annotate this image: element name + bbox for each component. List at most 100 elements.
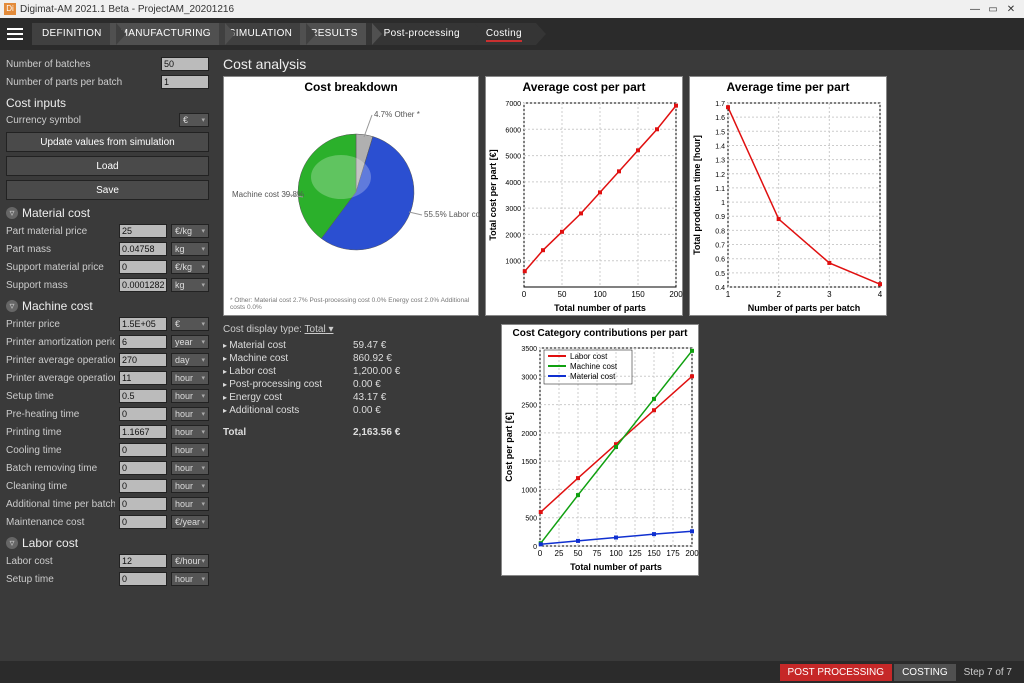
machine-unit-3[interactable]: hour [171,371,209,385]
sidebar: Number of batches Number of parts per ba… [0,50,215,661]
machine-input-2[interactable] [119,353,167,367]
material-input-2[interactable] [119,260,167,274]
machine-input-0[interactable] [119,317,167,331]
tab-manufacturing[interactable]: MANUFACTURING [110,23,225,45]
svg-text:3500: 3500 [521,346,537,353]
machine-input-10[interactable] [119,497,167,511]
status-bar: POST PROCESSING COSTING Step 7 of 7 [0,661,1024,683]
svg-text:200: 200 [685,549,699,558]
pie-title: Cost breakdown [224,77,478,97]
svg-text:Machine cost: Machine cost [570,362,618,371]
labor-input-1[interactable] [119,572,167,586]
svg-text:0: 0 [538,549,543,558]
menu-icon[interactable] [4,23,26,45]
load-button[interactable]: Load [6,156,209,176]
ppb-input[interactable] [161,75,209,89]
machine-input-3[interactable] [119,371,167,385]
pie-chart-panel: Cost breakdown 55.5% Labor costMachine c… [223,76,479,316]
machine-input-5[interactable] [119,407,167,421]
save-button[interactable]: Save [6,180,209,200]
svg-text:0: 0 [522,290,527,299]
svg-text:125: 125 [628,549,642,558]
machine-unit-2[interactable]: day [171,353,209,367]
close-button[interactable]: ✕ [1002,4,1020,15]
machine-unit-4[interactable]: hour [171,389,209,403]
machine-input-8[interactable] [119,461,167,475]
svg-text:2000: 2000 [521,431,537,438]
avg-cost-panel: Average cost per part 050100150200100020… [485,76,683,316]
material-label-1: Part mass [6,244,115,255]
machine-unit-11[interactable]: €/year [171,515,209,529]
machine-label-4: Setup time [6,391,115,402]
svg-text:0.6: 0.6 [715,257,725,264]
material-unit-1[interactable]: kg [171,242,209,256]
cost-display-select[interactable]: Total ▾ [305,324,334,335]
svg-text:4: 4 [878,290,883,299]
batches-input[interactable] [161,57,209,71]
svg-text:Number of parts per batch: Number of parts per batch [748,303,861,313]
svg-text:2: 2 [776,290,781,299]
update-values-button[interactable]: Update values from simulation [6,132,209,152]
machine-label-1: Printer amortization period [6,337,115,348]
cost-inputs-heading: Cost inputs [6,96,209,110]
svg-text:150: 150 [647,549,661,558]
svg-text:5000: 5000 [505,154,521,161]
machine-input-9[interactable] [119,479,167,493]
material-section[interactable]: Material cost [6,206,209,220]
machine-unit-0[interactable]: € [171,317,209,331]
machine-input-11[interactable] [119,515,167,529]
machine-input-7[interactable] [119,443,167,457]
svg-text:50: 50 [558,290,567,299]
cost-line-val-4: 43.17 € [353,392,386,403]
svg-text:2000: 2000 [505,232,521,239]
machine-unit-1[interactable]: year [171,335,209,349]
machine-unit-8[interactable]: hour [171,461,209,475]
material-unit-3[interactable]: kg [171,278,209,292]
svg-text:25: 25 [555,549,564,558]
machine-input-6[interactable] [119,425,167,439]
svg-text:Cost per part [€]: Cost per part [€] [504,412,514,482]
labor-unit-0[interactable]: €/hour [171,554,209,568]
machine-unit-9[interactable]: hour [171,479,209,493]
material-input-1[interactable] [119,242,167,256]
cost-line-key-3: Post-processing cost [223,379,353,390]
machine-unit-7[interactable]: hour [171,443,209,457]
status-post[interactable]: POST PROCESSING [780,664,893,681]
machine-unit-6[interactable]: hour [171,425,209,439]
machine-unit-5[interactable]: hour [171,407,209,421]
svg-text:Labor cost: Labor cost [570,352,608,361]
svg-text:100: 100 [609,549,623,558]
machine-section[interactable]: Machine cost [6,299,209,313]
labor-input-0[interactable] [119,554,167,568]
cost-line-val-1: 860.92 € [353,353,392,364]
app-icon: Di [4,3,16,15]
pie-chart: 55.5% Labor costMachine cost 39.8%4.7% O… [224,97,480,297]
currency-select[interactable]: € [179,113,209,127]
contrib-chart: 0255075100125150175200050010001500200025… [502,342,700,574]
cost-line-key-4: Energy cost [223,392,353,403]
labor-label-0: Labor cost [6,556,115,567]
subtab-post-processing[interactable]: Post-processing [366,23,474,45]
material-unit-2[interactable]: €/kg [171,260,209,274]
status-cost[interactable]: COSTING [894,664,956,681]
labor-unit-1[interactable]: hour [171,572,209,586]
tab-definition[interactable]: DEFINITION [32,23,116,45]
minimize-button[interactable]: — [966,4,984,15]
machine-input-1[interactable] [119,335,167,349]
machine-input-4[interactable] [119,389,167,403]
machine-label-6: Printing time [6,427,115,438]
labor-section[interactable]: Labor cost [6,536,209,550]
batches-label: Number of batches [6,59,157,70]
svg-text:Total production time [hour]: Total production time [hour] [692,135,702,255]
maximize-button[interactable]: ▭ [984,4,1002,15]
machine-label-5: Pre-heating time [6,409,115,420]
svg-text:1.5: 1.5 [715,129,725,136]
svg-text:0.9: 0.9 [715,214,725,221]
material-label-0: Part material price [6,226,115,237]
material-input-0[interactable] [119,224,167,238]
material-input-3[interactable] [119,278,167,292]
material-unit-0[interactable]: €/kg [171,224,209,238]
svg-text:Material cost: Material cost [570,372,616,381]
machine-unit-10[interactable]: hour [171,497,209,511]
svg-text:6000: 6000 [505,127,521,134]
